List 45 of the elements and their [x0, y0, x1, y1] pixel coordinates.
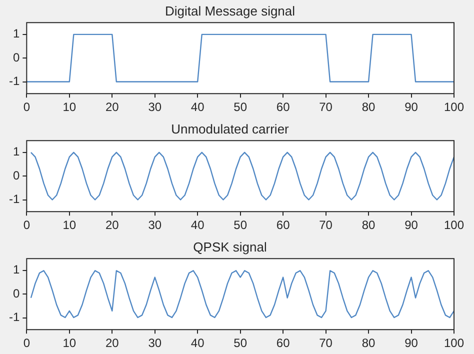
x-tick-label: 80: [362, 218, 376, 232]
chart-title: QPSK signal: [193, 239, 267, 254]
x-tick-label: 80: [362, 100, 376, 114]
x-tick-label: 60: [276, 100, 290, 114]
x-tick-label: 90: [404, 336, 418, 350]
x-tick-label: 10: [62, 336, 76, 350]
x-tick-label: 90: [404, 218, 418, 232]
x-tick-label: 70: [319, 218, 333, 232]
x-tick-label: 10: [62, 100, 76, 114]
y-tick-label: 0: [12, 286, 20, 300]
chart-title: Digital Message signal: [164, 3, 296, 18]
x-tick-label: 100: [444, 100, 464, 114]
x-tick-label: 30: [148, 336, 162, 350]
x-tick-label: 70: [319, 100, 333, 114]
y-tick-label: -1: [9, 192, 20, 206]
x-tick-label: 20: [105, 100, 120, 114]
x-tick-label: 20: [105, 336, 120, 350]
x-tick-label: 30: [148, 218, 162, 232]
x-tick-label: 10: [62, 218, 76, 232]
x-tick-label: 40: [190, 336, 205, 350]
x-tick-label: 90: [404, 100, 418, 114]
x-tick-label: 100: [444, 336, 464, 350]
x-tick-label: 40: [190, 218, 205, 232]
x-tick-label: 80: [362, 336, 376, 350]
x-tick-label: 0: [23, 336, 30, 350]
y-tick-label: 0: [12, 50, 20, 64]
chart-title: Unmodulated carrier: [171, 121, 290, 136]
x-tick-label: 60: [276, 336, 290, 350]
x-tick-label: 50: [234, 336, 248, 350]
x-tick-label: 50: [234, 100, 248, 114]
y-tick-label: -1: [9, 310, 20, 324]
x-tick-label: 50: [234, 218, 248, 232]
x-tick-label: 40: [190, 100, 205, 114]
x-tick-label: 60: [276, 218, 290, 232]
x-tick-label: 70: [319, 336, 333, 350]
x-tick-label: 0: [23, 100, 30, 114]
x-tick-label: 20: [105, 218, 120, 232]
x-tick-label: 30: [148, 100, 162, 114]
y-tick-label: 0: [12, 168, 20, 182]
y-tick-label: 1: [12, 144, 20, 159]
x-tick-label: 100: [444, 218, 464, 232]
y-tick-label: -1: [9, 74, 20, 88]
y-tick-label: 1: [12, 262, 20, 277]
y-tick-label: 1: [12, 26, 20, 41]
x-tick-label: 0: [23, 218, 30, 232]
